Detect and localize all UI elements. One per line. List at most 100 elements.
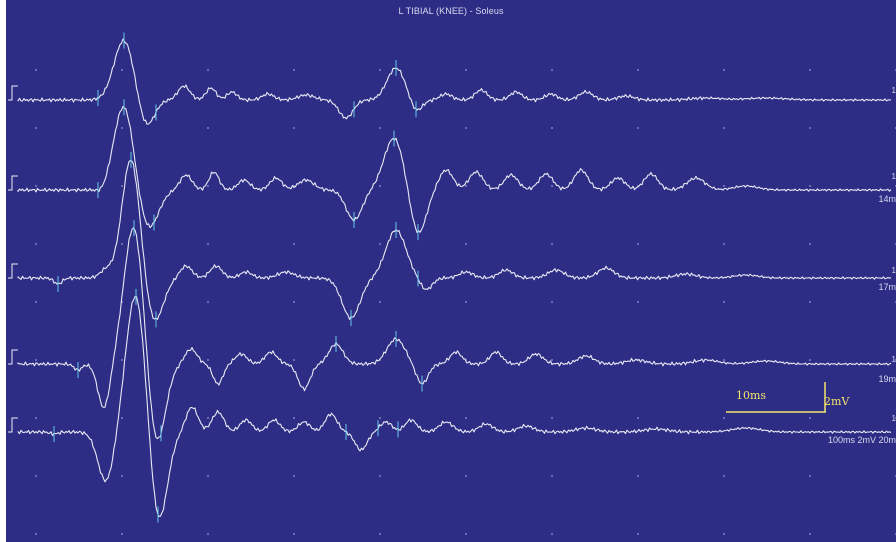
- grid-dot: [809, 185, 811, 187]
- grid-dot: [551, 359, 553, 361]
- grid-dot: [35, 127, 37, 129]
- grid-dot: [465, 417, 467, 419]
- grid-dot: [465, 127, 467, 129]
- grid-dot: [35, 475, 37, 477]
- grid-dot: [465, 301, 467, 303]
- scale-time-label: 10ms: [736, 389, 767, 402]
- grid-dot: [809, 533, 811, 535]
- grid-dot: [723, 127, 725, 129]
- grid-dot: [465, 475, 467, 477]
- grid-dot: [809, 359, 811, 361]
- grid-dot: [293, 417, 295, 419]
- grid-dot: [207, 243, 209, 245]
- grid-dot: [35, 301, 37, 303]
- grid-dot: [35, 69, 37, 71]
- grid-dot: [465, 533, 467, 535]
- grid-dot: [551, 301, 553, 303]
- grid-dot: [551, 185, 553, 187]
- trace-5-calibration-step: [8, 417, 18, 433]
- grid-dot: [809, 243, 811, 245]
- trace-1-number: 1: [891, 86, 896, 95]
- emg-display: L TIBIAL (KNEE) - Soleus 1 1 14m 1 17m 1…: [6, 0, 896, 542]
- grid-dot: [293, 301, 295, 303]
- grid-dot: [121, 475, 123, 477]
- trace-2-calibration-step: [8, 175, 18, 191]
- grid-dot: [723, 69, 725, 71]
- grid-dot: [551, 69, 553, 71]
- grid-dot: [35, 533, 37, 535]
- grid-dot: [35, 359, 37, 361]
- grid-dot: [809, 417, 811, 419]
- grid-dot: [293, 69, 295, 71]
- grid-dot: [121, 69, 123, 71]
- grid-dot: [121, 243, 123, 245]
- grid-dot: [723, 185, 725, 187]
- grid-dot: [465, 185, 467, 187]
- trace-1-waveform: [17, 38, 891, 125]
- grid-dot: [379, 301, 381, 303]
- grid-dot: [207, 185, 209, 187]
- grid-dot: [293, 243, 295, 245]
- grid-dot: [465, 243, 467, 245]
- grid-dot: [379, 243, 381, 245]
- window-title: L TIBIAL (KNEE) - Soleus: [398, 6, 504, 16]
- grid-dot: [293, 127, 295, 129]
- grid-dot: [551, 533, 553, 535]
- grid-dot: [379, 417, 381, 419]
- trace-2-number: 1: [891, 172, 896, 181]
- grid-dot: [207, 359, 209, 361]
- trace-5-number: 1: [891, 414, 896, 423]
- grid-dot: [379, 69, 381, 71]
- grid-dot: [637, 69, 639, 71]
- grid-dot: [551, 127, 553, 129]
- grid-dot: [637, 301, 639, 303]
- grid-dot: [637, 127, 639, 129]
- trace-3-calibration-step: [8, 263, 18, 279]
- grid-dot: [551, 475, 553, 477]
- grid-dot: [379, 533, 381, 535]
- waveform-canvas: [8, 32, 896, 535]
- grid-dot: [207, 301, 209, 303]
- grid-dot: [207, 127, 209, 129]
- trace-4-waveform: [17, 227, 892, 440]
- grid-dot: [121, 417, 123, 419]
- grid-dot: [809, 127, 811, 129]
- grid-dot: [379, 127, 381, 129]
- grid-dot: [723, 359, 725, 361]
- trace-1-calibration-step: [8, 85, 18, 101]
- grid-dot: [723, 417, 725, 419]
- grid-dot: [293, 359, 295, 361]
- grid-dot: [207, 69, 209, 71]
- grid-dot: [35, 417, 37, 419]
- trace-4-number: 1: [891, 355, 896, 364]
- trace-5-waveform: [17, 296, 892, 518]
- grid-dot: [207, 533, 209, 535]
- grid-dot: [379, 475, 381, 477]
- grid-dot: [293, 533, 295, 535]
- trace-3-number: 1: [891, 266, 896, 275]
- grid-dot: [809, 301, 811, 303]
- grid-dot: [551, 417, 553, 419]
- scale-amplitude-label: 2mV: [824, 395, 850, 408]
- grid-dot: [551, 243, 553, 245]
- grid-dot: [723, 533, 725, 535]
- trace-3-label: 17m: [878, 282, 896, 292]
- grid-dot: [35, 185, 37, 187]
- grid-dot: [637, 533, 639, 535]
- grid-dot: [207, 475, 209, 477]
- trace-2-label: 14m: [878, 194, 896, 204]
- grid-dot: [121, 359, 123, 361]
- grid-dot: [637, 243, 639, 245]
- grid-dot: [121, 127, 123, 129]
- trace-3-waveform: [17, 159, 892, 320]
- trace-4-calibration-step: [8, 349, 18, 365]
- grid-dot: [809, 69, 811, 71]
- grid-dot: [121, 533, 123, 535]
- trace-2-waveform: [17, 105, 892, 234]
- grid-dot: [293, 475, 295, 477]
- grid-dot: [637, 417, 639, 419]
- grid-dot: [809, 475, 811, 477]
- trace-5-label: 100ms 2mV 20m: [827, 435, 896, 445]
- grid-dot: [121, 185, 123, 187]
- grid-dot: [35, 243, 37, 245]
